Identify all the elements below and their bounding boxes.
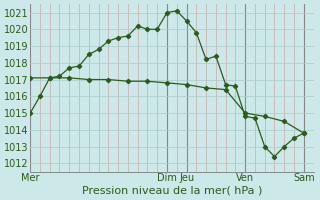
X-axis label: Pression niveau de la mer( hPa ): Pression niveau de la mer( hPa ): [82, 186, 262, 196]
